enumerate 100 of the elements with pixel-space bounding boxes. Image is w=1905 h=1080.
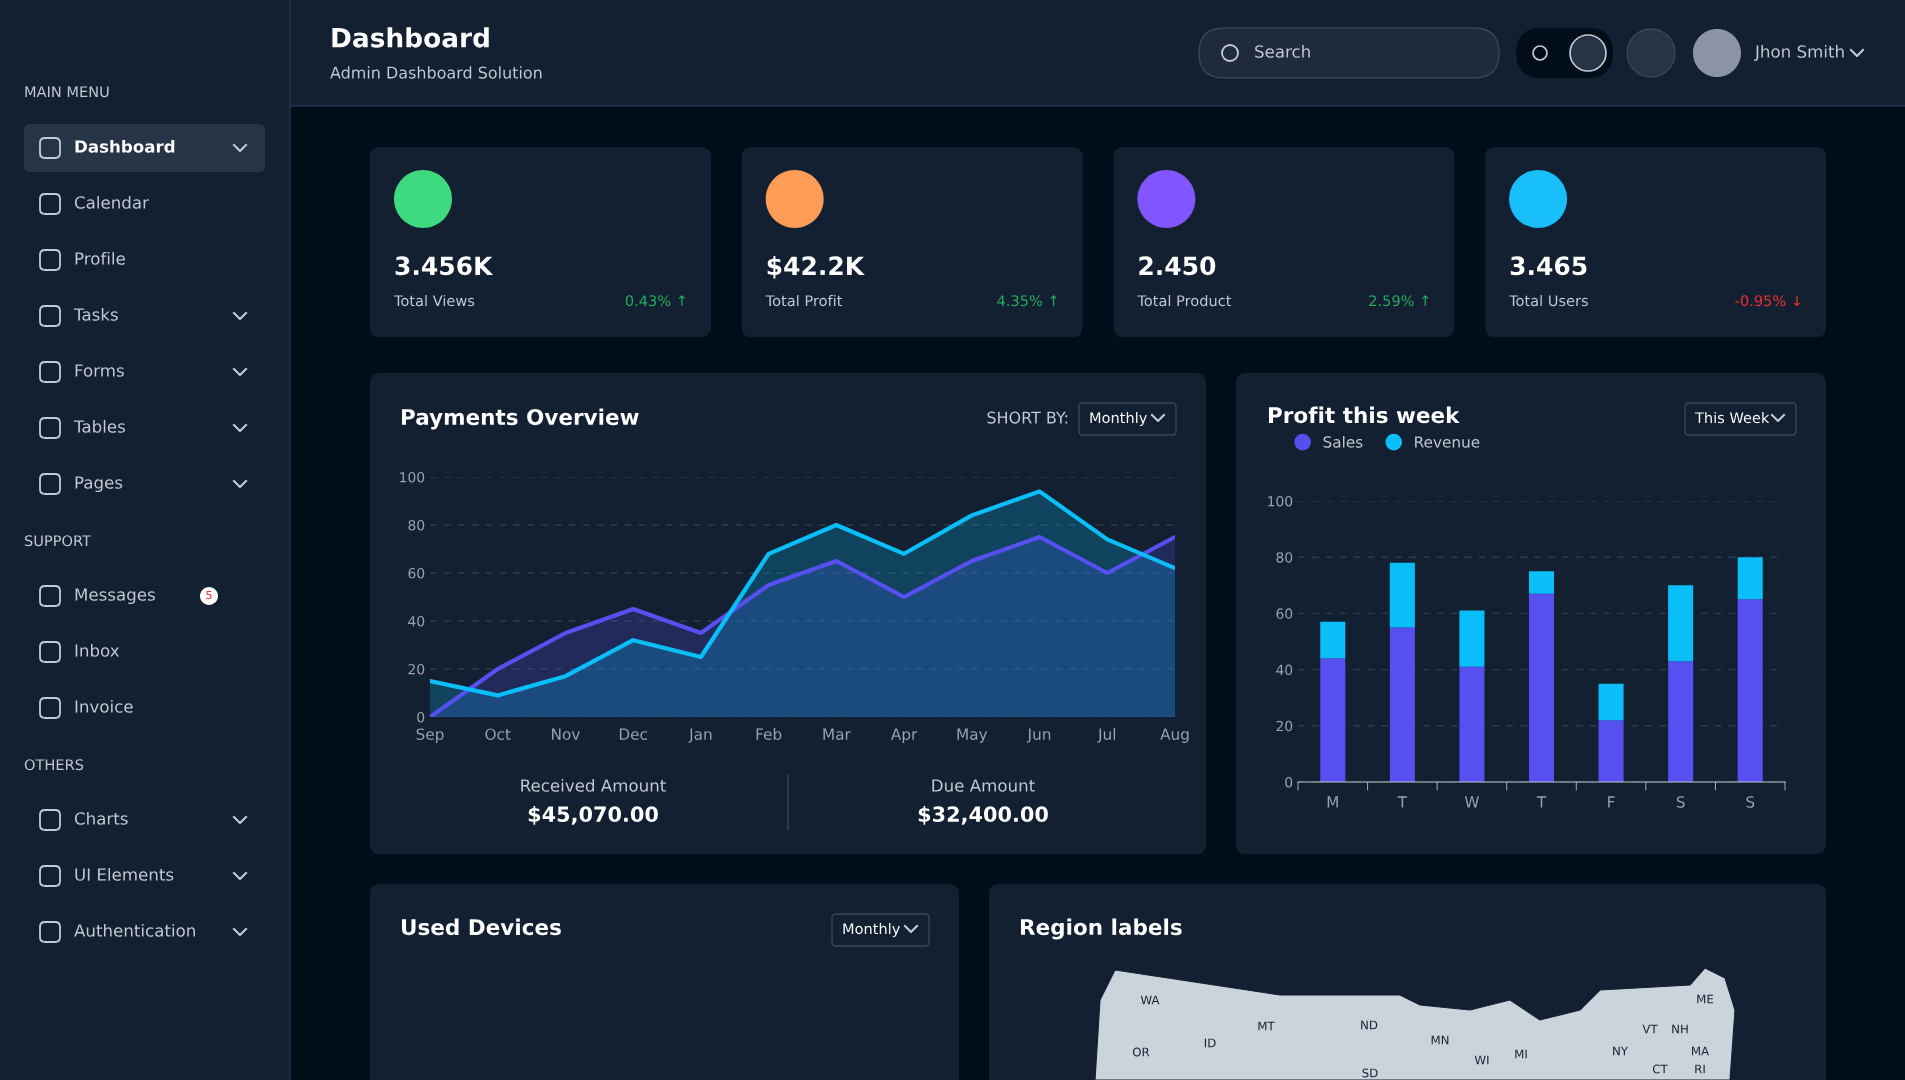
text: Calendar [74, 195, 149, 209]
text: Total Users [1509, 294, 1588, 307]
text: Total Product [1137, 294, 1232, 307]
x-tick-label: Aug [1160, 728, 1189, 743]
x-tick-label: Nov [552, 728, 580, 740]
x-tick-label: W [1464, 796, 1479, 808]
y-tick-label: 0 [1285, 776, 1293, 788]
text: Region labels [1020, 918, 1182, 940]
x-tick-label: Oct [485, 728, 511, 740]
text: NY [1613, 1046, 1629, 1056]
text: Dashboard [332, 27, 489, 48]
bar [1598, 683, 1624, 721]
text: SD [1362, 1068, 1378, 1078]
bar [1528, 593, 1555, 782]
text: $42.2K [767, 255, 865, 279]
text: ME [1697, 994, 1714, 1004]
x-tick-label: Sep [416, 728, 444, 743]
text: ID [1204, 1038, 1216, 1048]
y-tick-label: 40 [1276, 664, 1293, 676]
x-tick-label: Jul [1097, 728, 1116, 743]
text: Admin Dashboard Solution [330, 66, 542, 79]
text: Forms [75, 364, 124, 377]
y-tick-label: 20 [408, 663, 425, 675]
text: WI [1474, 1055, 1489, 1065]
text: MT [1258, 1021, 1275, 1031]
text: RI [1695, 1064, 1705, 1074]
legend-label: Sales [1323, 435, 1363, 448]
text: OR [1132, 1047, 1150, 1057]
text: This Week [1694, 411, 1770, 424]
text: Jhon Smith [1754, 44, 1844, 61]
text: Inbox [75, 643, 120, 657]
x-tick-label: Jun [1026, 728, 1051, 743]
x-tick-label: F [1608, 796, 1615, 808]
text: 3.465 [1510, 256, 1587, 276]
text: UI Elements [75, 867, 174, 881]
text: Total Profit [765, 294, 843, 307]
text: Authentication [74, 923, 195, 937]
bar [1668, 661, 1694, 782]
text: $32,400.00 [918, 805, 1048, 825]
text: Messages [75, 588, 155, 605]
text: 2.450 [1139, 256, 1216, 276]
text: 2.59% ↑ [1369, 295, 1429, 307]
text: Total Views [393, 294, 475, 307]
bar [1320, 658, 1346, 782]
bar [1389, 627, 1415, 782]
y-tick-label: 40 [408, 615, 425, 627]
x-tick-label: Mar [823, 728, 851, 740]
legend-label: Revenue [1415, 436, 1480, 448]
bar [1668, 585, 1694, 662]
text: CT [1652, 1064, 1668, 1074]
x-tick-label: S [1676, 796, 1685, 808]
x-tick-label: Apr [891, 728, 918, 743]
bar [1598, 720, 1624, 782]
x-tick-label: Dec [619, 728, 648, 740]
text: Profile [75, 251, 125, 265]
bar [1528, 571, 1555, 594]
text: OTHERS [24, 759, 84, 771]
text: MAIN MENU [25, 86, 109, 98]
text: VT [1642, 1024, 1658, 1034]
y-tick-label: 20 [1276, 720, 1293, 732]
bar [1737, 557, 1763, 600]
x-tick-label: T [1536, 796, 1547, 808]
text: Charts [74, 811, 128, 825]
y-tick-label: 100 [400, 471, 425, 483]
y-tick-label: 100 [1268, 495, 1293, 507]
x-tick-label: Feb [756, 728, 782, 740]
bar [1737, 599, 1763, 782]
text: Used Devices [401, 918, 561, 936]
text: Received Amount [521, 778, 666, 792]
y-tick-label: 0 [417, 711, 425, 723]
y-tick-label: 80 [1276, 552, 1293, 563]
bar [1459, 610, 1485, 667]
text: SUPPORT [24, 535, 92, 547]
text: WA [1140, 995, 1160, 1005]
bar [1320, 621, 1346, 659]
text: MA [1692, 1046, 1710, 1056]
text: $45,070.00 [528, 805, 658, 825]
text: Pages [75, 476, 123, 493]
x-tick-label: May [957, 728, 988, 743]
text: 5 [206, 590, 212, 600]
text: Tasks [73, 307, 118, 321]
text: Due Amount [932, 779, 1035, 792]
text: -0.95% ↓ [1735, 295, 1801, 307]
text: Dashboard [75, 139, 175, 153]
text: Search [1255, 44, 1310, 58]
x-tick-label: T [1397, 796, 1408, 808]
bar [1389, 562, 1415, 628]
text: Invoice [75, 699, 133, 713]
x-tick-label: S [1746, 796, 1755, 808]
text: MN [1431, 1035, 1449, 1045]
text: 4.35% ↑ [997, 295, 1057, 307]
x-tick-label: M [1327, 796, 1338, 808]
text: 0.43% ↑ [625, 295, 685, 307]
bar [1459, 666, 1485, 782]
text: 3.456K [395, 256, 494, 276]
y-tick-label: 60 [1276, 608, 1293, 619]
y-tick-label: 80 [408, 519, 425, 531]
text: NH [1672, 1024, 1688, 1034]
chart-title: Payments Overview [401, 408, 639, 430]
text: SHORT BY: [987, 411, 1068, 424]
